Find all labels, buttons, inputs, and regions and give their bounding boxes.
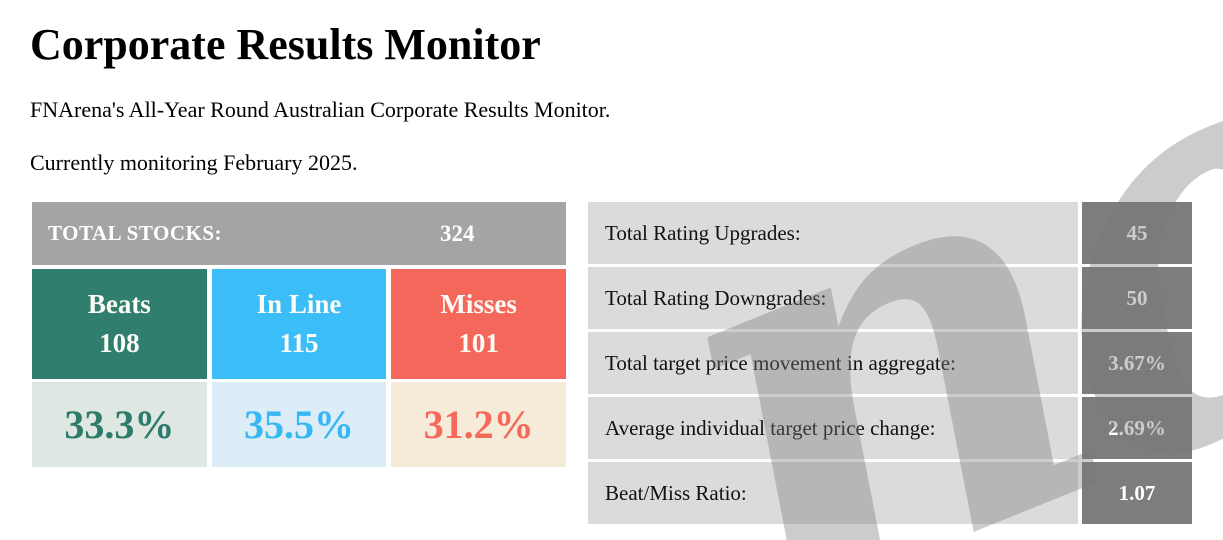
beats-box: Beats 108 xyxy=(32,269,207,379)
stat-value: 50 xyxy=(1082,267,1192,329)
column-divider xyxy=(1078,267,1082,329)
in-line-count: 115 xyxy=(279,328,319,358)
misses-label: Misses xyxy=(440,289,517,319)
column-divider xyxy=(1078,202,1082,264)
stat-label: Total target price movement in aggregate… xyxy=(588,332,1078,394)
page-title: Corporate Results Monitor xyxy=(30,20,541,69)
in-line-percent: 35.5% xyxy=(211,382,387,467)
category-percentages: 33.3% 35.5% 31.2% xyxy=(32,382,567,467)
total-stocks-value: 324 xyxy=(440,220,475,246)
stat-label: Average individual target price change: xyxy=(588,397,1078,459)
stat-value: 2.69% xyxy=(1082,397,1192,459)
monitoring-period: Currently monitoring February 2025. xyxy=(30,150,358,175)
total-stocks-label: TOTAL STOCKS: xyxy=(48,221,222,245)
stats-table: Total Rating Upgrades: 45 Total Rating D… xyxy=(588,202,1192,527)
stat-value: 1.07 xyxy=(1082,462,1192,524)
page-subtitle: FNArena's All-Year Round Australian Corp… xyxy=(30,97,611,122)
in-line-label: In Line xyxy=(256,289,342,319)
total-stocks-header: TOTAL STOCKS: 324 xyxy=(32,202,566,265)
column-divider xyxy=(1078,332,1082,394)
summary-panel: TOTAL STOCKS: 324 Beats 108 In Line 115 … xyxy=(32,202,567,467)
stat-label: Total Rating Upgrades: xyxy=(588,202,1078,264)
category-boxes: Beats 108 In Line 115 Misses 101 xyxy=(32,269,567,379)
stat-row-downgrades: Total Rating Downgrades: 50 xyxy=(588,267,1192,329)
stat-row-upgrades: Total Rating Upgrades: 45 xyxy=(588,202,1192,264)
stat-label: Beat/Miss Ratio: xyxy=(588,462,1078,524)
stat-row-beat-miss-ratio: Beat/Miss Ratio: 1.07 xyxy=(588,462,1192,524)
stat-label: Total Rating Downgrades: xyxy=(588,267,1078,329)
column-divider xyxy=(1078,397,1082,459)
stat-row-target-average: Average individual target price change: … xyxy=(588,397,1192,459)
beats-percent: 33.3% xyxy=(32,382,207,467)
misses-box: Misses 101 xyxy=(391,269,567,379)
stat-row-target-aggregate: Total target price movement in aggregate… xyxy=(588,332,1192,394)
misses-count: 101 xyxy=(458,328,499,358)
stat-value: 45 xyxy=(1082,202,1192,264)
column-divider xyxy=(1078,462,1082,524)
beats-count: 108 xyxy=(99,328,140,358)
beats-label: Beats xyxy=(87,289,151,319)
stat-value: 3.67% xyxy=(1082,332,1192,394)
in-line-box: In Line 115 xyxy=(211,269,387,379)
misses-percent: 31.2% xyxy=(391,382,567,467)
